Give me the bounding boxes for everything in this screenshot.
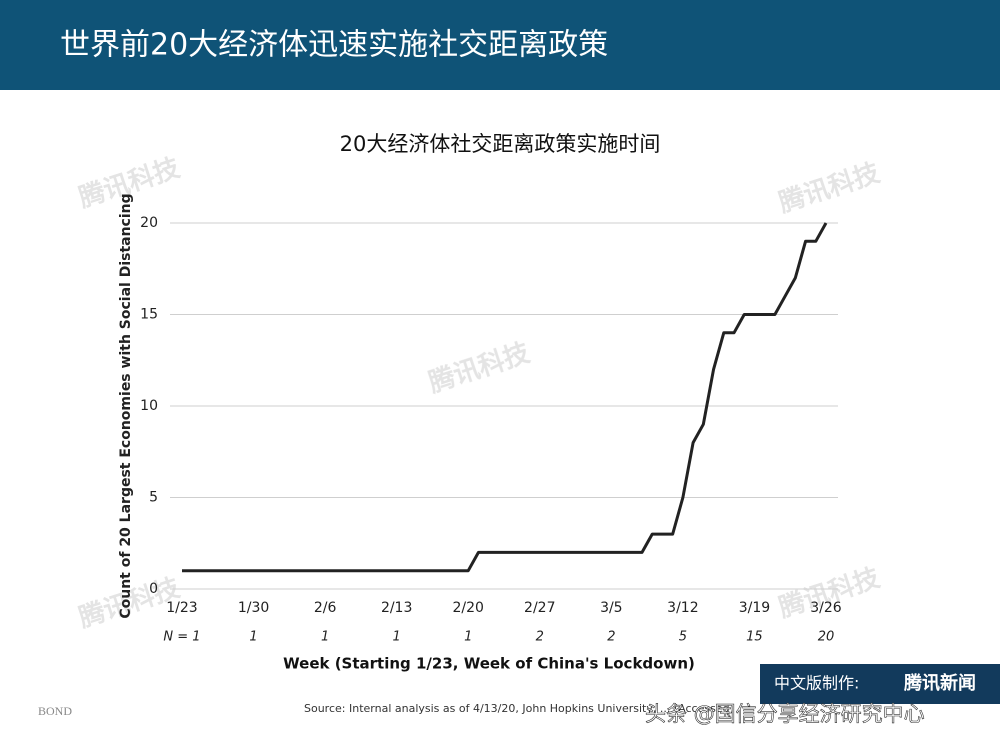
x-axis-label: Week (Starting 1/23, Week of China's Loc… <box>283 655 695 673</box>
chart-title: 20大经济体社交距离政策实施时间 <box>340 132 661 156</box>
n-label: 5 <box>679 630 687 645</box>
x-tick-label: 2/20 <box>452 600 483 616</box>
x-tick-label: 3/12 <box>667 600 698 616</box>
x-tick-label: 3/19 <box>739 600 770 616</box>
x-tick-label: 2/6 <box>314 600 337 616</box>
y-tick-label: 5 <box>149 490 158 506</box>
n-label: 1 <box>393 630 401 645</box>
source-note: Source: Internal analysis as of 4/13/20,… <box>304 702 734 715</box>
x-tick-label: 3/26 <box>810 600 842 616</box>
y-tick-label: 15 <box>140 307 158 323</box>
y-tick-label: 20 <box>140 215 158 231</box>
account-tag: 头条 @国信分享经济研究中心 <box>645 702 925 726</box>
n-label: 2 <box>536 630 544 645</box>
n-label: N = 1 <box>163 630 200 645</box>
x-tick-label: 1/30 <box>238 600 269 616</box>
brand: BOND <box>38 704 72 718</box>
n-label: 1 <box>249 630 257 645</box>
y-tick-label: 10 <box>140 398 158 414</box>
y-axis-label: Count of 20 Largest Economies with Socia… <box>118 193 134 618</box>
n-label: 15 <box>746 630 763 645</box>
header-bar <box>0 0 1000 90</box>
data-line <box>182 222 828 573</box>
n-label: 2 <box>607 630 615 645</box>
n-label: 1 <box>321 630 329 645</box>
y-tick-label: 0 <box>149 581 158 597</box>
x-tick-label: 2/27 <box>524 600 555 616</box>
watermark: 腾讯科技 <box>425 338 533 399</box>
credit-text: 中文版制作: <box>774 674 859 693</box>
n-label: 1 <box>464 630 472 645</box>
x-tick-label: 1/23 <box>166 600 197 616</box>
credit-org: 腾讯新闻 <box>904 672 976 694</box>
n-label: 20 <box>818 630 835 645</box>
watermark: 腾讯科技 <box>775 158 883 219</box>
slide-title: 世界前20大经济体迅速实施社交距离政策 <box>60 28 608 63</box>
x-tick-label: 2/13 <box>381 600 412 616</box>
x-tick-label: 3/5 <box>600 600 623 616</box>
credit-box <box>760 664 1000 704</box>
